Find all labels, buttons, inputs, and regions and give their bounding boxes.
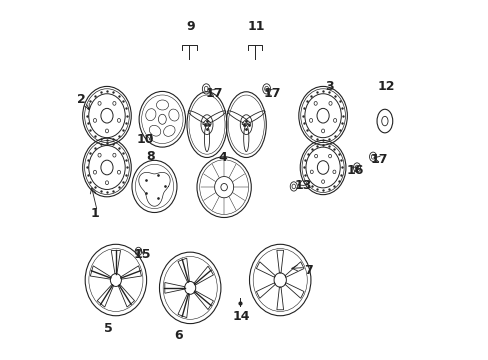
Text: 17: 17 — [263, 87, 281, 100]
Text: 2: 2 — [76, 93, 85, 106]
Text: 12: 12 — [377, 80, 394, 93]
Text: 11: 11 — [246, 20, 264, 33]
Text: 13: 13 — [294, 179, 311, 192]
Text: 7: 7 — [303, 264, 312, 276]
Text: 1: 1 — [91, 207, 100, 220]
Text: 5: 5 — [103, 322, 112, 335]
Text: 16: 16 — [346, 164, 363, 177]
Text: 9: 9 — [186, 20, 195, 33]
Text: 17: 17 — [205, 87, 223, 100]
Text: 8: 8 — [146, 150, 155, 163]
Text: 10: 10 — [136, 133, 154, 146]
Text: 4: 4 — [218, 151, 227, 164]
Text: 15: 15 — [133, 248, 150, 261]
Text: 17: 17 — [370, 153, 387, 166]
Text: 6: 6 — [174, 329, 183, 342]
Text: 3: 3 — [325, 80, 333, 93]
Text: 14: 14 — [232, 310, 250, 323]
